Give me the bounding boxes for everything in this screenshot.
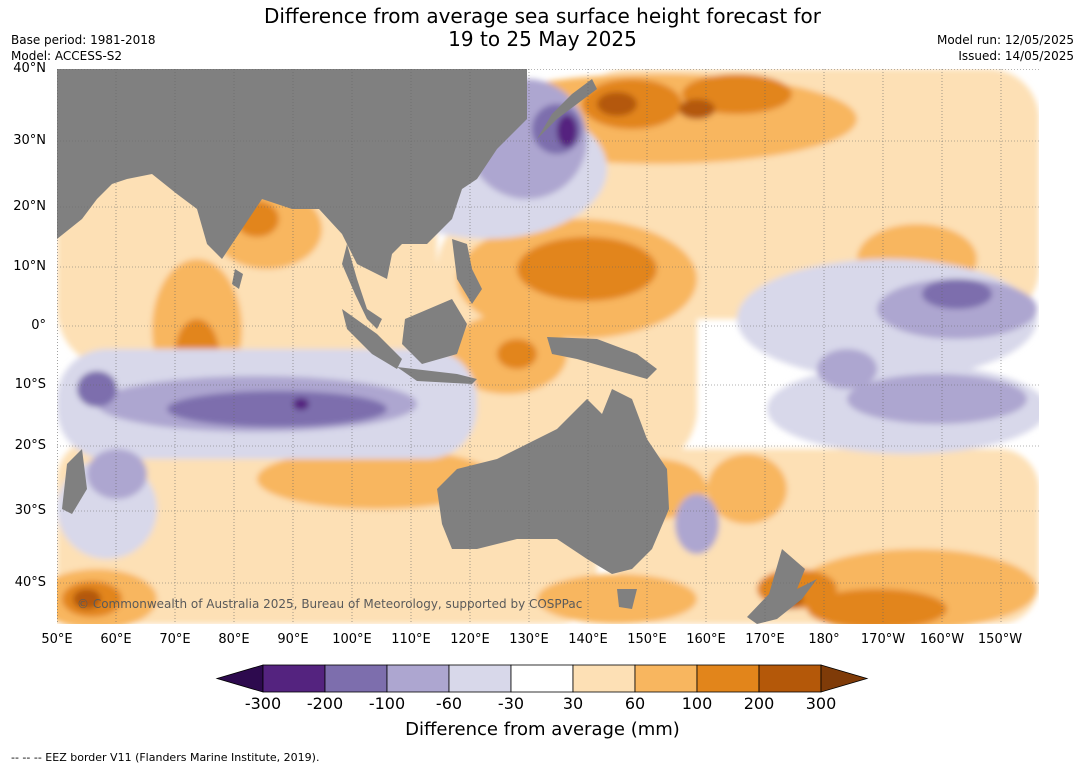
colorbar-bin: [510, 664, 574, 693]
lat-label-40n: 40°N: [13, 61, 46, 76]
colorbar-tick: 30: [562, 694, 584, 713]
colorbar-bin: [758, 664, 822, 693]
colorbar-bin: [572, 664, 636, 693]
philippines: [452, 239, 482, 304]
lon-label-130e: 130°E: [509, 632, 549, 647]
japan: [537, 79, 597, 139]
madagascar: [62, 449, 87, 514]
colorbar-tick: -200: [306, 694, 344, 713]
model-name: Model: ACCESS-S2: [11, 49, 123, 63]
lon-label-140e: 140°E: [568, 632, 608, 647]
lon-label-160w: 160°W: [919, 632, 965, 647]
model-run: Model run: 12/05/2025: [936, 33, 1074, 47]
anomaly-minus-200-300: [293, 115, 577, 410]
anomaly-minus-100-200: [77, 104, 992, 427]
lon-label-170e: 170°E: [745, 632, 785, 647]
lon-label-150e: 150°E: [627, 632, 667, 647]
map-svg: [57, 69, 1039, 624]
colorbar-bin: [634, 664, 698, 693]
issued-date: Issued: 14/05/2025: [958, 49, 1074, 63]
lon-label-90e: 90°E: [277, 632, 309, 647]
map-panel: © Commonwealth of Australia 2025, Bureau…: [57, 69, 1039, 624]
title-line-2: 19 to 25 May 2025: [448, 27, 637, 51]
colorbar-tick: -30: [497, 694, 525, 713]
lon-label-110e: 110°E: [391, 632, 431, 647]
meta-left: Base period: 1981-2018 Model: ACCESS-S2: [11, 32, 156, 64]
lon-label-170w: 170°W: [860, 632, 906, 647]
sumatra: [342, 309, 402, 369]
lon-label-160e: 160°E: [686, 632, 726, 647]
lat-label-20n: 20°N: [13, 199, 46, 214]
asia-landmass: [57, 69, 527, 279]
colorbar-tick: -300: [244, 694, 282, 713]
colorbar-tick: -100: [368, 694, 406, 713]
lat-label-0: 0°: [31, 318, 46, 333]
meta-right: Model run: 12/05/2025 Issued: 14/05/2025: [937, 32, 1074, 64]
australia: [437, 389, 669, 574]
tasmania: [617, 589, 637, 609]
base-period: Base period: 1981-2018: [11, 33, 156, 47]
lon-label-100e: 100°E: [332, 632, 372, 647]
lon-label-180: 180°: [808, 632, 840, 647]
java: [397, 367, 477, 384]
lon-label-120e: 120°E: [450, 632, 490, 647]
colorbar-bin: [696, 664, 760, 693]
colorbar: [215, 664, 869, 693]
lat-label-20s: 20°S: [14, 438, 46, 453]
title-line-1: Difference from average sea surface heig…: [263, 4, 822, 28]
colorbar-label: Difference from average (mm): [405, 719, 680, 740]
graticule: [57, 69, 1039, 624]
map-credit: © Commonwealth of Australia 2025, Bureau…: [77, 597, 583, 611]
lat-label-30n: 30°N: [13, 133, 46, 148]
malay-peninsula: [342, 244, 382, 329]
colorbar-arrow-low: [215, 664, 264, 693]
colorbar-arrow-high: [820, 664, 869, 693]
colorbar-tick: 200: [743, 694, 775, 713]
lon-label-50e: 50°E: [41, 632, 73, 647]
map-title: Difference from average sea surface heig…: [0, 5, 1085, 51]
colorbar-tick: -60: [435, 694, 463, 713]
lat-label-40s: 40°S: [14, 575, 46, 590]
eez-footnote: -- -- -- EEZ border V11 (Flanders Marine…: [11, 751, 320, 764]
lon-label-60e: 60°E: [100, 632, 132, 647]
lat-label-30s: 30°S: [14, 503, 46, 518]
lon-label-150w: 150°W: [977, 632, 1023, 647]
colorbar-tick: 100: [681, 694, 713, 713]
colorbar-bin: [262, 664, 326, 693]
new-zealand: [747, 549, 817, 624]
sri-lanka: [232, 269, 243, 289]
colorbar-bin: [448, 664, 512, 693]
colorbar-bin: [324, 664, 388, 693]
colorbar-tick: 60: [624, 694, 646, 713]
lat-label-10n: 10°N: [13, 259, 46, 274]
colorbar-tick: 300: [805, 694, 837, 713]
land-masses: [57, 69, 817, 624]
new-guinea: [547, 337, 657, 379]
lon-label-70e: 70°E: [159, 632, 191, 647]
lat-label-10s: 10°S: [14, 377, 46, 392]
borneo: [402, 299, 467, 364]
lon-label-80e: 80°E: [218, 632, 250, 647]
colorbar-bin: [386, 664, 450, 693]
